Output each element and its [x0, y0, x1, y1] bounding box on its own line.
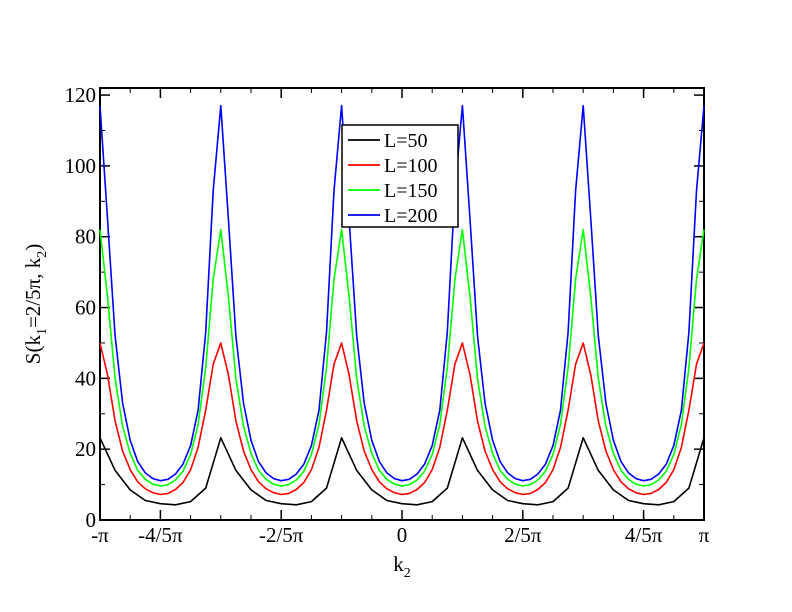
- y-axis-label-sub: 1: [35, 328, 50, 335]
- series-line-L=200: [99, 104, 705, 482]
- y-tick-label: 60: [75, 296, 96, 320]
- x-tick-label: -2/5π: [259, 523, 304, 547]
- y-tick-label: 0: [86, 508, 97, 532]
- axis-ticks: -π -4/5π -2/5π 0 2/5π 4/5π π 0 20 40 60 80 100 120: [65, 83, 710, 547]
- x-axis-label: k2: [393, 552, 411, 581]
- y-axis-label-part: =2/5π, k: [21, 257, 45, 328]
- y-tick-label: 100: [65, 154, 97, 178]
- series-lines: [99, 104, 705, 506]
- series-line-L=100: [99, 342, 705, 496]
- y-axis-label-sub: 2: [35, 251, 50, 258]
- legend-box: [341, 124, 459, 228]
- legend-entry: L=150: [384, 180, 438, 202]
- legend: L=50 L=100 L=150 L=200: [341, 124, 459, 228]
- x-axis-label-base: k: [393, 552, 404, 576]
- x-tick-label: -π: [91, 523, 109, 547]
- y-axis-label-part: ): [21, 244, 45, 251]
- y-axis-label: S(k1=2/5π, k2): [21, 244, 50, 364]
- legend-entry: L=100: [384, 155, 438, 177]
- y-tick-label: 80: [75, 225, 96, 249]
- x-tick-label: -4/5π: [138, 523, 183, 547]
- x-tick-label: 4/5π: [625, 523, 663, 547]
- x-tick-label: π: [699, 523, 710, 547]
- x-tick-label: 2/5π: [504, 523, 542, 547]
- x-tick-label: 0: [397, 523, 408, 547]
- series-line-L=150: [99, 228, 705, 487]
- x-axis-label-sub: 2: [404, 566, 411, 581]
- y-tick-label: 40: [75, 366, 96, 390]
- y-tick-label: 20: [75, 437, 96, 461]
- series-line-L=50: [99, 437, 705, 506]
- legend-entry: L=200: [384, 205, 438, 227]
- legend-entry: L=50: [384, 130, 428, 152]
- y-axis-label-part: S(k: [21, 335, 45, 365]
- y-tick-label: 120: [65, 83, 97, 107]
